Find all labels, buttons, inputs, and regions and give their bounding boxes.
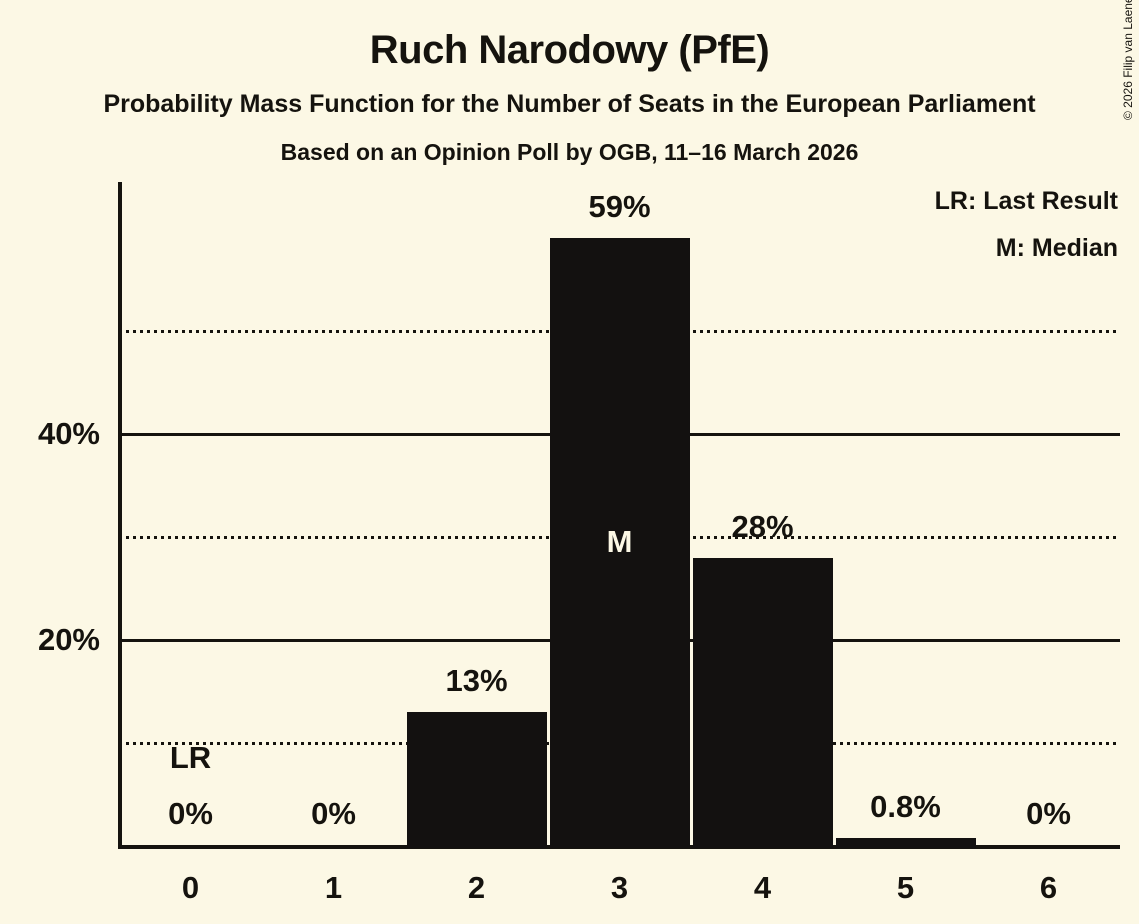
x-tick-label: 1 bbox=[324, 870, 343, 905]
x-tick-label: 3 bbox=[610, 870, 629, 905]
poll-source-line: Based on an Opinion Poll by OGB, 11–16 M… bbox=[280, 139, 859, 165]
y-axis-line bbox=[118, 182, 122, 849]
legend-median: M: Median bbox=[995, 234, 1118, 262]
x-tick-label: 5 bbox=[896, 870, 915, 905]
bar-value-label: 0% bbox=[311, 796, 356, 831]
bar-seat-4 bbox=[692, 557, 833, 848]
bar-value-label: 0% bbox=[168, 796, 213, 831]
y-tick-label: 40% bbox=[37, 416, 100, 451]
bar-seat-3 bbox=[549, 238, 690, 848]
bar-value-label: 28% bbox=[731, 508, 794, 544]
x-tick-label: 6 bbox=[1039, 870, 1058, 905]
median-marker: M bbox=[606, 524, 633, 560]
bar-value-label: 13% bbox=[445, 663, 508, 699]
bar-value-label: 0% bbox=[1026, 796, 1071, 831]
y-tick-label: 20% bbox=[37, 622, 100, 657]
chart-subtitle: Probability Mass Function for the Number… bbox=[103, 90, 1036, 118]
bar-seat-5 bbox=[835, 837, 976, 848]
x-tick-label: 0 bbox=[181, 870, 200, 905]
bar-value-label: 0.8% bbox=[870, 788, 941, 824]
x-tick-label: 2 bbox=[467, 870, 486, 905]
chart-title: Ruch Narodowy (PfE) bbox=[369, 28, 770, 72]
bar-seat-2 bbox=[406, 712, 547, 848]
legend-last-result: LR: Last Result bbox=[934, 187, 1118, 215]
bar-value-label: 59% bbox=[588, 189, 651, 225]
last-result-marker: LR bbox=[169, 740, 212, 775]
x-tick-label: 4 bbox=[753, 870, 772, 905]
